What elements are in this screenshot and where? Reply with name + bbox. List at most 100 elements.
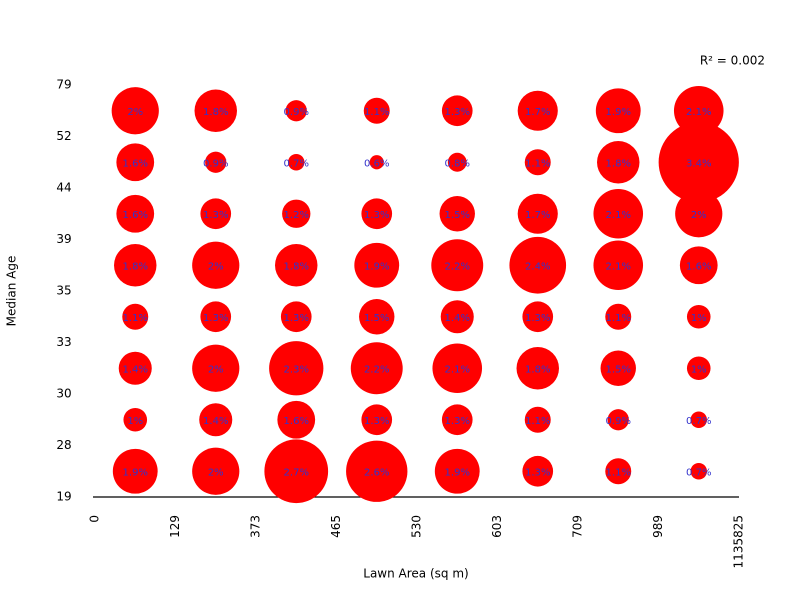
bubble — [205, 151, 227, 173]
cell-label: 0.7% — [284, 158, 309, 169]
cell-label: 1.3% — [203, 210, 228, 221]
bubble — [440, 300, 474, 334]
cell-label: 0.9% — [203, 158, 228, 169]
bubble — [112, 448, 158, 494]
cell-label: 1.9% — [606, 107, 631, 118]
bubble — [522, 455, 554, 487]
cell-label: 0.8% — [445, 158, 470, 169]
cell-label: 1.6% — [686, 261, 711, 272]
bubble — [363, 97, 390, 124]
bubble — [524, 149, 551, 176]
cell-label: 1.7% — [525, 107, 550, 118]
bubble — [116, 143, 155, 182]
cell-label: 1.5% — [606, 364, 631, 375]
cell-label: 2% — [127, 107, 143, 118]
bubble — [287, 153, 305, 171]
bubble — [192, 344, 240, 392]
bubble — [600, 350, 636, 386]
cell-label: 2.2% — [364, 364, 389, 375]
bubble — [658, 122, 739, 203]
cell-label: 1.8% — [525, 364, 550, 375]
cell-label: 1.4% — [123, 364, 148, 375]
x-tick-label: 603 — [490, 515, 504, 538]
cell-label: 1.5% — [445, 210, 470, 221]
y-tick-label: 33 — [56, 335, 71, 349]
cell-label: 2% — [208, 261, 224, 272]
x-tick-label: 530 — [410, 515, 424, 538]
cell-label: 1.8% — [123, 261, 148, 272]
x-tick-label: 465 — [329, 515, 343, 538]
cell-label: 1.9% — [445, 467, 470, 478]
bubble — [275, 244, 318, 287]
bubble — [522, 301, 554, 333]
cell-label: 2.7% — [284, 467, 309, 478]
bubble — [200, 301, 232, 333]
bubble — [434, 448, 480, 494]
y-tick-label: 35 — [56, 284, 71, 298]
cell-label: 2.1% — [686, 107, 711, 118]
cell-label: 1.3% — [445, 416, 470, 427]
bubble — [350, 342, 403, 395]
cell-label: 1.6% — [123, 158, 148, 169]
cell-label: 1.1% — [606, 313, 631, 324]
bubble — [269, 341, 324, 396]
cell-label: 1.2% — [284, 210, 309, 221]
cell-label: 2.1% — [445, 364, 470, 375]
bubble — [673, 85, 724, 136]
bubble — [116, 194, 155, 233]
cell-label: 2% — [208, 467, 224, 478]
bubble — [277, 400, 316, 439]
bubble — [524, 406, 551, 433]
cell-label: 1.1% — [123, 313, 148, 324]
bubble — [675, 190, 723, 238]
bubble — [264, 439, 329, 504]
x-tick-label: 1135825 — [732, 515, 746, 568]
cell-label: 1.8% — [606, 158, 631, 169]
cell-label: 0.9% — [284, 107, 309, 118]
bubble — [593, 188, 644, 239]
cell-label: 1.1% — [525, 416, 550, 427]
cell-label: 0.6% — [364, 158, 389, 169]
cell-label: 1% — [127, 416, 143, 427]
bubble — [441, 95, 473, 127]
cell-label: 1.1% — [364, 107, 389, 118]
bubble — [200, 198, 232, 230]
cell-label: 1.1% — [525, 158, 550, 169]
bubble — [597, 141, 640, 184]
cell-label: 1.6% — [123, 210, 148, 221]
y-axis-label: Median Age — [5, 256, 19, 327]
cell-label: 1.3% — [525, 467, 550, 478]
y-tick-label: 52 — [56, 129, 71, 143]
x-tick-label: 373 — [249, 515, 263, 538]
bubble — [605, 458, 632, 485]
cell-label: 1.3% — [364, 416, 389, 427]
bubble — [118, 351, 152, 385]
cell-label: 1.8% — [284, 261, 309, 272]
bubble — [369, 155, 384, 170]
cell-label: 1% — [691, 364, 707, 375]
cell-label: 1.8% — [203, 107, 228, 118]
bubble — [593, 240, 644, 291]
cell-label: 2% — [691, 210, 707, 221]
cell-label: 1.9% — [364, 261, 389, 272]
cell-label: 1.3% — [203, 313, 228, 324]
cell-label: 1.5% — [364, 313, 389, 324]
y-tick-label: 19 — [56, 490, 71, 504]
bubble — [516, 347, 559, 390]
bubble — [361, 198, 393, 230]
bubble — [192, 447, 240, 495]
bubble — [282, 199, 311, 228]
x-axis-label: Lawn Area (sq m) — [363, 567, 468, 581]
cell-label: 1.4% — [203, 416, 228, 427]
bubble — [285, 100, 307, 122]
bubble — [605, 303, 632, 330]
cell-label: 0.7% — [686, 416, 711, 427]
x-tick-label: 0 — [88, 515, 102, 523]
cell-label: 2.1% — [606, 210, 631, 221]
cell-label: 2.3% — [284, 364, 309, 375]
cell-label: 1.7% — [525, 210, 550, 221]
cell-label: 1.6% — [284, 416, 309, 427]
y-tick-label: 79 — [56, 78, 71, 92]
bubble — [690, 462, 708, 480]
